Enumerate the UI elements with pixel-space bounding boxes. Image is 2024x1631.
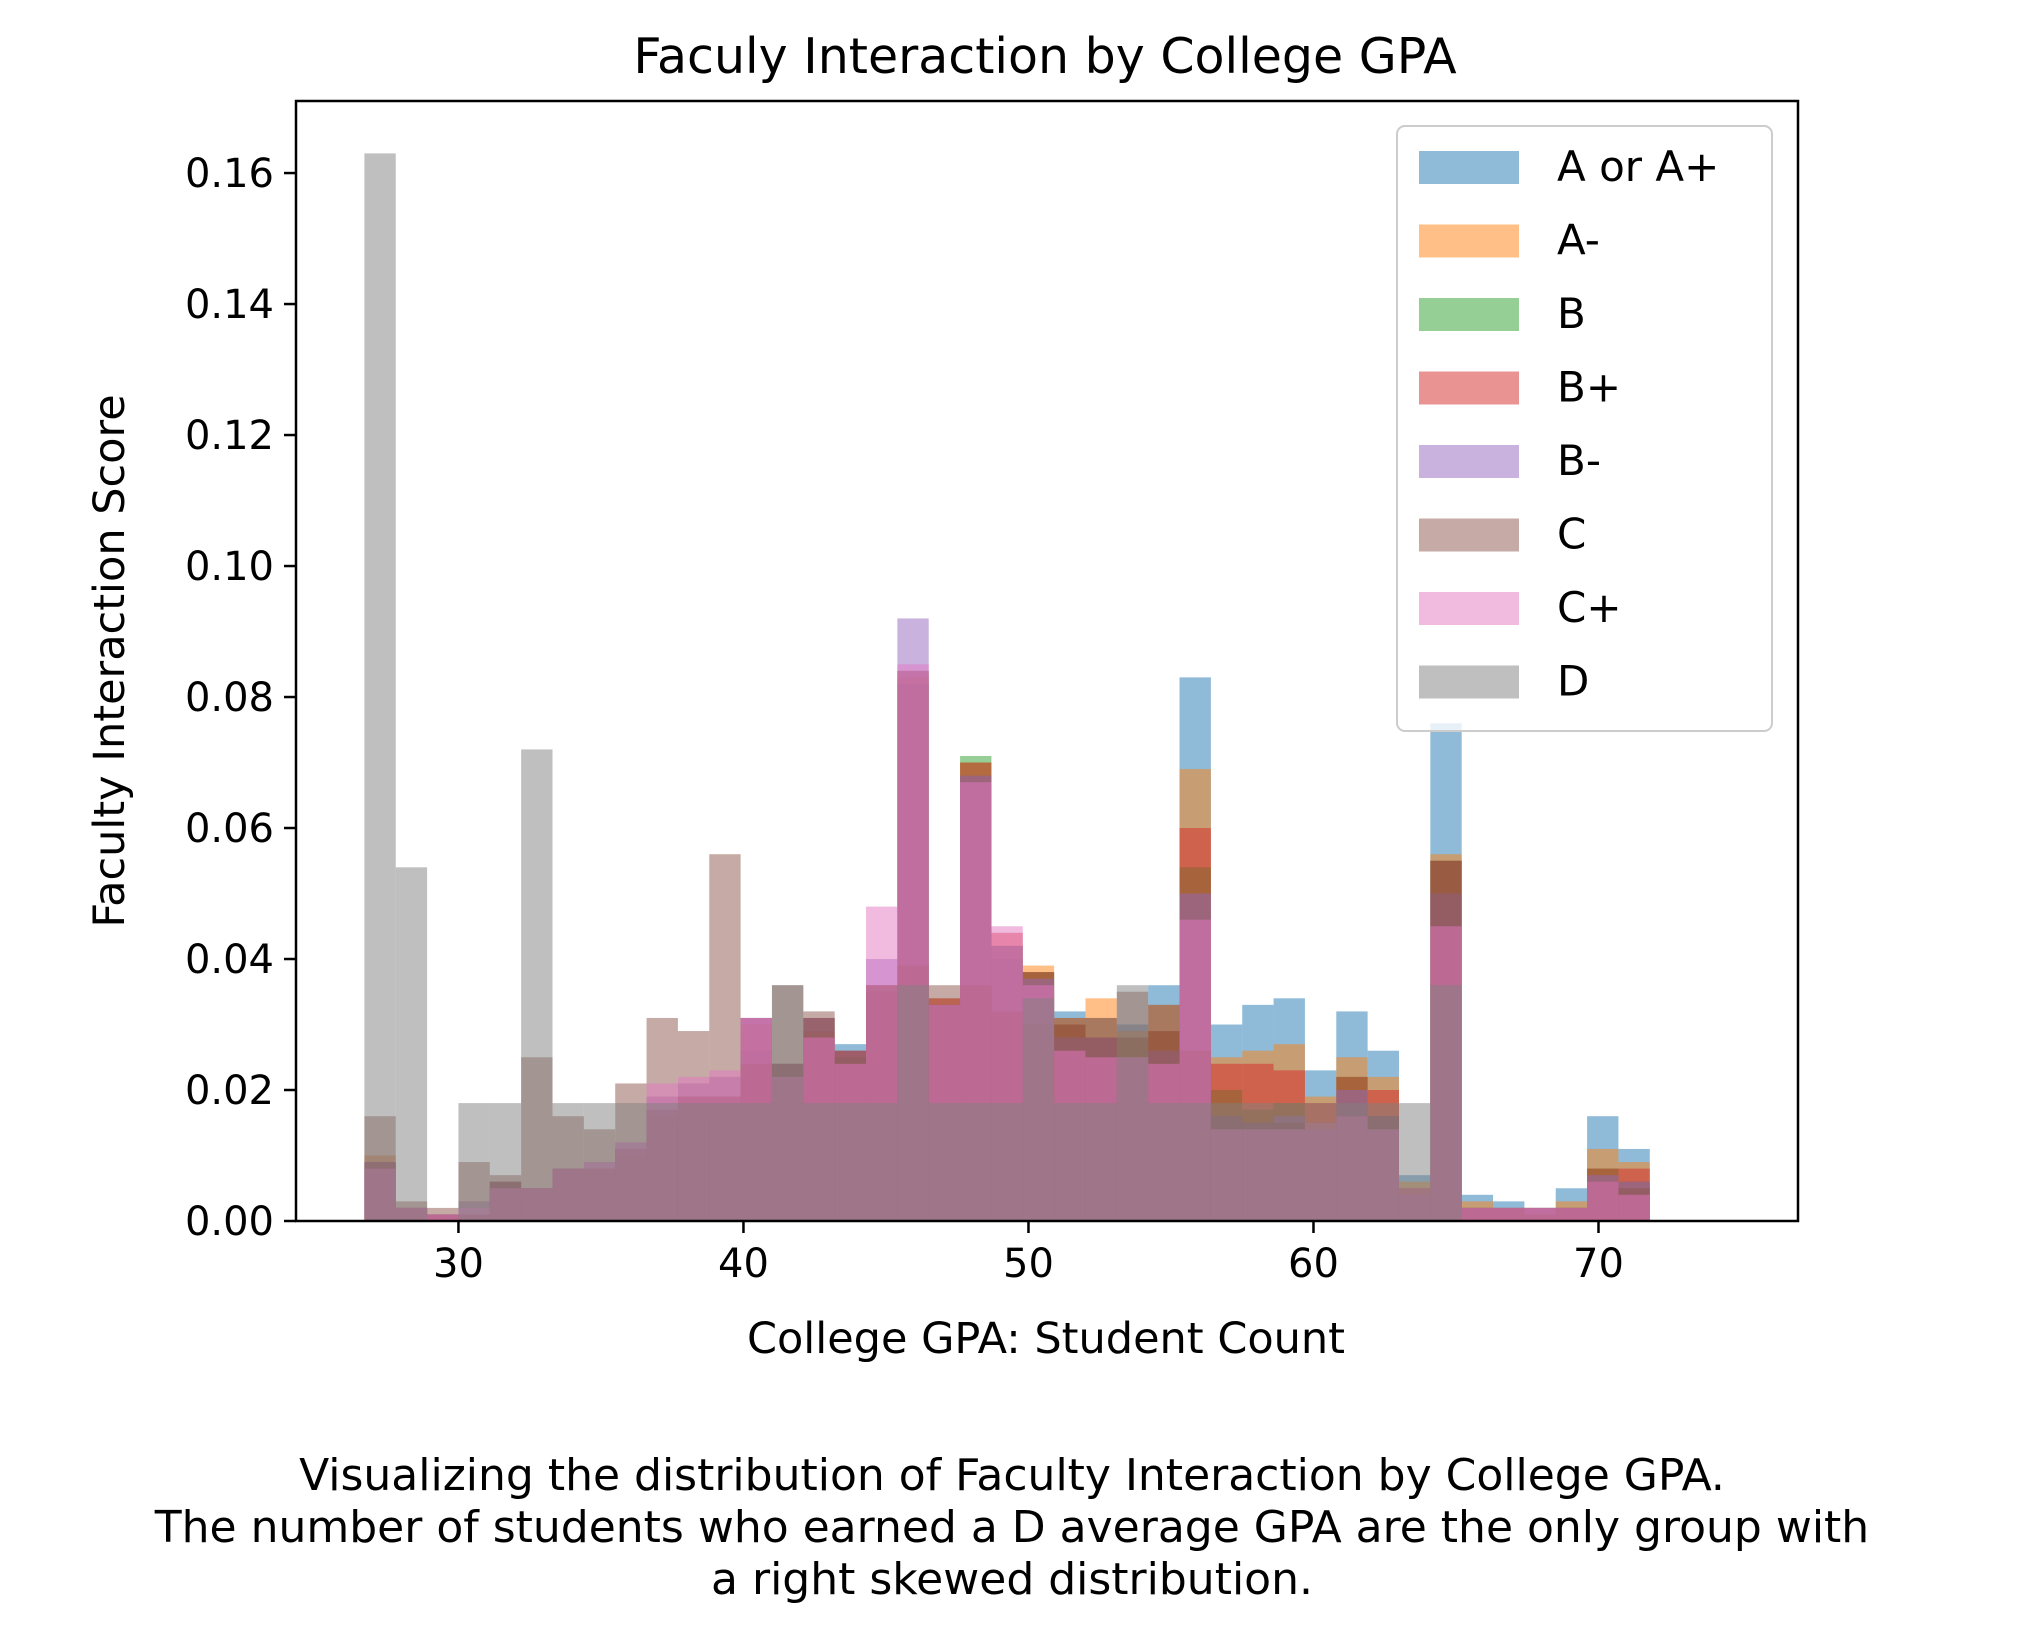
bar-c-2 bbox=[427, 1214, 459, 1221]
bar-d-18 bbox=[928, 1103, 961, 1221]
bar-d-14 bbox=[803, 1103, 835, 1221]
legend-box bbox=[1396, 125, 1773, 732]
y-tick-label: 0.08 bbox=[185, 675, 274, 721]
bar-d-27 bbox=[1210, 1103, 1243, 1221]
legend-label-a: A- bbox=[1557, 216, 1600, 265]
bar-d-25 bbox=[1148, 1103, 1180, 1221]
bar-c-39 bbox=[1587, 1181, 1619, 1221]
bar-d-0 bbox=[364, 153, 396, 1221]
bar-d-28 bbox=[1242, 1103, 1274, 1221]
legend-swatch-c bbox=[1419, 518, 1519, 552]
y-tick-label: 0.00 bbox=[185, 1199, 274, 1245]
x-axis-label: College GPA: Student Count bbox=[747, 1314, 1345, 1364]
bar-d-8 bbox=[615, 1103, 647, 1221]
legend-label-a-or-a: A or A+ bbox=[1557, 142, 1719, 191]
y-tick-label: 0.12 bbox=[185, 413, 274, 459]
bar-d-11 bbox=[709, 1103, 741, 1221]
bar-d-30 bbox=[1304, 1103, 1337, 1221]
y-axis-label: Faculty Interaction Score bbox=[85, 394, 135, 927]
legend-swatch-b bbox=[1419, 371, 1519, 405]
x-tick-label: 60 bbox=[1288, 1241, 1339, 1287]
bar-c-40 bbox=[1618, 1194, 1650, 1221]
bar-d-9 bbox=[646, 1103, 678, 1221]
bar-d-34 bbox=[1430, 985, 1462, 1221]
x-tick-label: 30 bbox=[433, 1241, 484, 1287]
y-tick-label: 0.02 bbox=[185, 1068, 274, 1114]
legend-label-b: B bbox=[1557, 289, 1586, 338]
bar-d-24 bbox=[1116, 985, 1149, 1221]
bar-d-13 bbox=[771, 985, 804, 1221]
legend: A or A+ A- B B+ B- C C+ D bbox=[1396, 125, 1773, 732]
bar-d-32 bbox=[1367, 1103, 1399, 1221]
bar-d-20 bbox=[991, 1103, 1023, 1221]
bar-c-38 bbox=[1555, 1207, 1588, 1221]
legend-swatch-c bbox=[1419, 592, 1519, 625]
plot-frame bbox=[294, 99, 1800, 1223]
caption-line-2: The number of students who earned a D av… bbox=[154, 1502, 1870, 1553]
legend-swatch-a-or-a bbox=[1419, 151, 1519, 184]
bar-c-35 bbox=[1461, 1207, 1494, 1221]
chart-title: Faculy Interaction by College GPA bbox=[633, 28, 1457, 85]
y-tick-label: 0.16 bbox=[185, 151, 274, 197]
legend-label-c: C bbox=[1557, 510, 1586, 559]
bar-d-17 bbox=[897, 985, 929, 1221]
y-tick-label: 0.10 bbox=[185, 544, 274, 590]
x-axis: 30 40 50 60 70 bbox=[433, 1221, 1624, 1287]
bar-d-1 bbox=[395, 867, 428, 1221]
bar-d-4 bbox=[489, 1103, 522, 1221]
legend-swatch-a bbox=[1419, 224, 1519, 258]
legend-label-b: B+ bbox=[1557, 363, 1621, 412]
x-tick-label: 70 bbox=[1573, 1241, 1624, 1287]
bar-d-22 bbox=[1054, 1103, 1086, 1221]
bars-layer bbox=[364, 153, 1650, 1221]
bar-d-7 bbox=[583, 1103, 616, 1221]
bar-d-16 bbox=[866, 1103, 898, 1221]
legend-swatch-b bbox=[1419, 298, 1519, 331]
bar-d-3 bbox=[458, 1103, 490, 1221]
legend-swatch-b bbox=[1419, 445, 1519, 478]
x-tick-label: 40 bbox=[718, 1241, 769, 1287]
y-tick-label: 0.14 bbox=[185, 282, 274, 328]
bar-d-33 bbox=[1398, 1103, 1431, 1221]
bar-c-37 bbox=[1524, 1207, 1556, 1221]
x-tick-label: 50 bbox=[1003, 1241, 1054, 1287]
bar-d-12 bbox=[740, 1103, 772, 1221]
histogram-chart: Faculy Interaction by College GPA 30 40 50… bbox=[85, 28, 1800, 1364]
legend-label-d: D bbox=[1557, 657, 1589, 706]
bar-c-36 bbox=[1493, 1207, 1525, 1221]
y-tick-label: 0.06 bbox=[185, 806, 274, 852]
figure-caption: Visualizing the distribution of Faculty … bbox=[0, 1450, 2024, 1606]
bar-d-21 bbox=[1022, 998, 1055, 1221]
bar-d-5 bbox=[521, 749, 553, 1221]
y-axis: 0.00 0.02 0.04 0.06 0.08 0.10 0.12 0.14 0.16 bbox=[185, 151, 296, 1245]
bar-d-31 bbox=[1336, 1103, 1368, 1221]
bar-d-19 bbox=[960, 1103, 992, 1221]
bar-d-26 bbox=[1179, 1103, 1211, 1221]
bar-d-10 bbox=[677, 1103, 710, 1221]
y-tick-label: 0.04 bbox=[185, 937, 274, 983]
bar-d-23 bbox=[1085, 1103, 1117, 1221]
legend-label-c: C+ bbox=[1557, 583, 1622, 632]
series-d bbox=[364, 153, 1462, 1221]
bar-d-29 bbox=[1273, 1103, 1305, 1221]
legend-swatch-d bbox=[1419, 665, 1519, 699]
bar-d-15 bbox=[834, 1103, 867, 1221]
legend-label-b: B- bbox=[1557, 436, 1601, 485]
caption-line-3: a right skewed distribution. bbox=[711, 1554, 1313, 1605]
caption-line-1: Visualizing the distribution of Faculty … bbox=[299, 1450, 1725, 1501]
bar-d-6 bbox=[552, 1103, 584, 1221]
